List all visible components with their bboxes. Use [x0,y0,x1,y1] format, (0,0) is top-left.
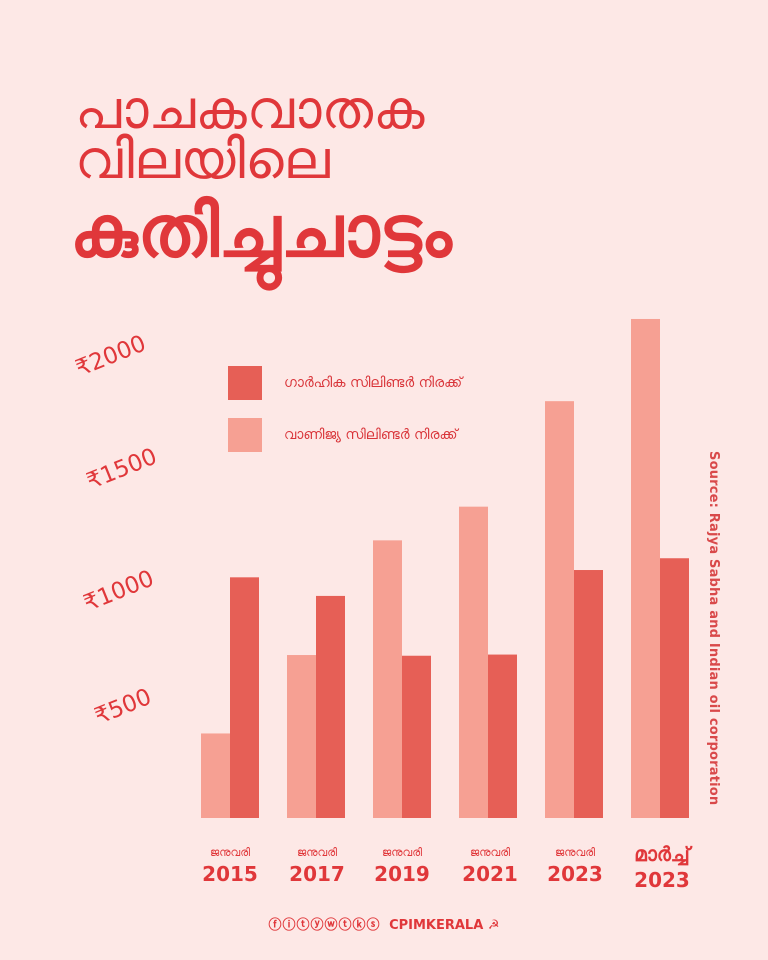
bar-commercial [373,540,402,818]
category-month: ജനുവരി [469,846,511,859]
footer: ⓕⓘⓣⓨⓦⓣⓚⓢ CPIMKERALA ☭ [0,914,768,933]
bar-commercial [631,318,660,818]
title-line-3: കുതിച്ചുചാട്ടം [70,189,452,273]
category-label: മാർച്ച് 2023 [617,842,707,892]
hammer-sickle-icon: ☭ [487,918,500,933]
legend-label-domestic: ഗാർഹിക സിലിണ്ടർ നിരക്ക് [284,375,463,391]
category-year: 2023 [547,862,603,886]
title-line-2: വിലയിലെ [75,128,330,191]
bar-domestic [402,655,431,818]
social-icons: ⓕⓘⓣⓨⓦⓣⓚⓢ [268,918,381,933]
legend-item-commercial: വാണിജ്യ സിലിണ്ടർ നിരക്ക് [228,418,457,452]
category-month: മാർച്ച് [634,842,690,866]
bar-commercial [287,655,316,818]
bar-domestic [574,570,603,818]
category-label: ജനുവരി 2019 [357,846,447,886]
bar-commercial [545,401,574,818]
category-label: ജനുവരി 2017 [272,846,362,886]
category-year: 2015 [202,862,258,886]
category-label: ജനുവരി 2023 [530,846,620,886]
legend-swatch-domestic [228,366,262,400]
bar-domestic [488,654,517,818]
brand-name: CPIMKERALA [389,918,484,933]
category-month: ജനുവരി [554,846,596,859]
bar-commercial [459,506,488,818]
category-month: ജനുവരി [209,846,251,859]
bar-domestic [316,595,345,818]
category-year: 2019 [374,862,430,886]
category-label: ജനുവരി 2015 [185,846,275,886]
title-line-1: പാചകവാതക [75,78,425,141]
category-month: ജനുവരി [296,846,338,859]
legend-label-commercial: വാണിജ്യ സിലിണ്ടർ നിരക്ക് [284,427,458,443]
source-note: Source: Rajya Sabha and Indian oil corpo… [706,451,721,806]
category-label: ജനുവരി 2021 [445,846,535,886]
legend-item-domestic: ഗാർഹിക സിലിണ്ടർ നിരക്ക് [228,366,462,400]
category-year: 2023 [634,868,690,892]
bar-domestic [230,577,259,818]
category-year: 2017 [289,862,345,886]
bar-commercial [201,733,230,818]
category-month: ജനുവരി [381,846,423,859]
bar-domestic [660,558,689,818]
legend-swatch-commercial [228,418,262,452]
category-year: 2021 [462,862,518,886]
